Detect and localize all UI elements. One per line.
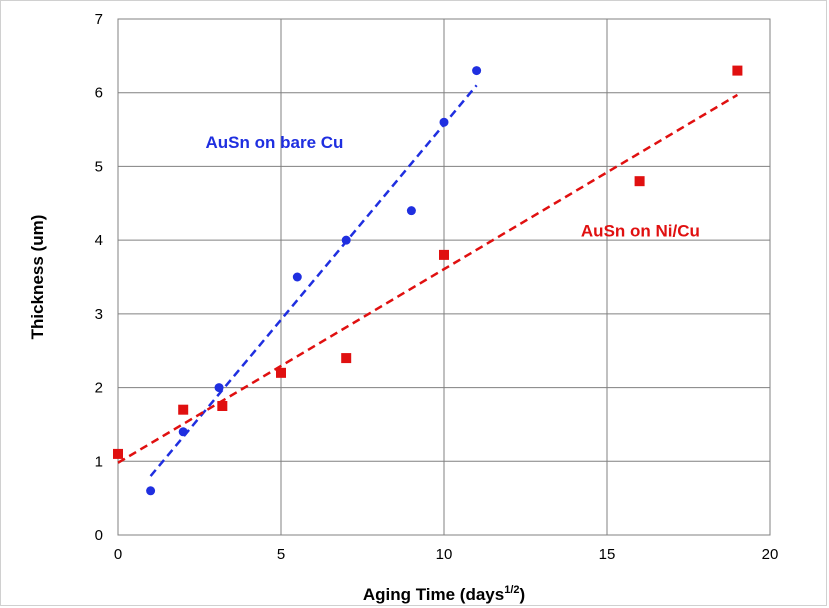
gridlines	[117, 18, 771, 536]
trendline-series-0	[149, 84, 478, 477]
x-axis-title-main: Aging Time (days	[363, 585, 504, 604]
data-point-series-0	[341, 235, 351, 245]
y-tick-label: 4	[95, 232, 103, 249]
x-axis-title: Aging Time (days1/2)	[363, 584, 525, 604]
y-tick-label: 0	[95, 527, 103, 544]
tick-labels: 0 5 10 15 20 0 1 2 3 4 5 6 7	[95, 11, 779, 563]
data-point-series-1	[634, 176, 645, 187]
data-point-series-0	[214, 383, 224, 393]
data-point-series-1	[276, 367, 286, 378]
x-tick-label: 5	[277, 546, 285, 563]
annotations: AuSn on bare Cu AuSn on Ni/Cu	[206, 133, 700, 240]
x-tick-label: 10	[436, 546, 453, 563]
x-axis-title-sup: 1/2	[504, 584, 519, 596]
y-axis-title: Thickness (um)	[28, 215, 47, 340]
data-point-series-1	[178, 404, 189, 415]
data-point-series-0	[146, 486, 156, 496]
annotation-label: AuSn on bare Cu	[206, 133, 344, 152]
y-tick-label: 5	[95, 158, 103, 175]
annotation-label: AuSn on Ni/Cu	[581, 221, 700, 240]
data-point-series-1	[341, 353, 352, 364]
data-points	[113, 65, 743, 496]
data-point-series-0	[178, 427, 188, 437]
y-tick-label: 1	[95, 453, 103, 470]
plot-area	[117, 18, 771, 536]
y-tick-label: 2	[95, 380, 103, 397]
y-tick-label: 3	[95, 306, 103, 323]
data-point-series-0	[406, 206, 416, 216]
data-point-series-0	[472, 66, 482, 76]
y-tick-label: 7	[95, 11, 103, 28]
x-tick-label: 20	[762, 546, 779, 563]
x-tick-label: 0	[114, 546, 122, 563]
data-point-series-1	[439, 249, 449, 260]
data-point-series-1	[113, 448, 123, 459]
x-tick-label: 15	[599, 546, 616, 563]
y-tick-label: 6	[95, 85, 103, 102]
x-axis-title-end: )	[520, 585, 526, 604]
data-point-series-1	[217, 401, 228, 411]
data-point-series-0	[439, 117, 449, 127]
data-point-series-1	[732, 65, 743, 76]
data-point-series-0	[292, 272, 302, 282]
